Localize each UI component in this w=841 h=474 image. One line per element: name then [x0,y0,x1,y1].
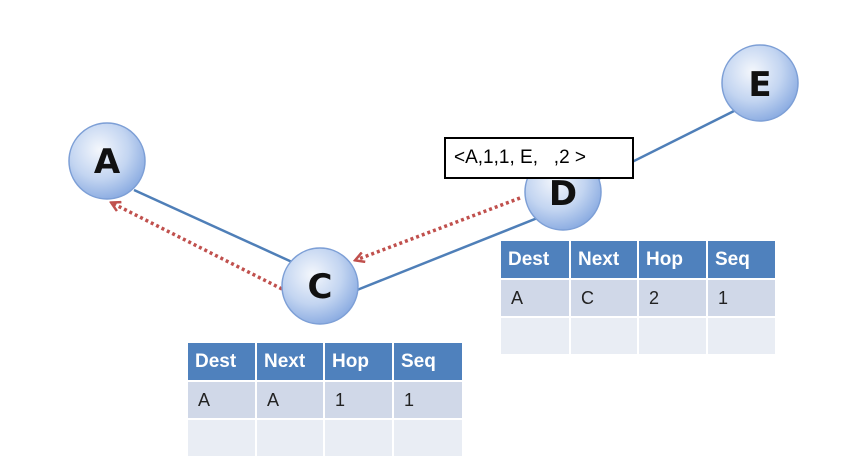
node-c-label: C [308,267,333,307]
cell-dest: A [501,278,571,317]
cell-dest [188,418,257,456]
cell-dest: A [188,380,257,419]
node-e: E [721,44,799,122]
cell-hop [324,418,394,456]
node-a-label: A [94,142,121,182]
table-row: A A 1 1 [188,380,462,419]
arrow-c-to-a [112,203,283,291]
header-hop: Hop [324,343,394,381]
routing-table-c: Dest Next Hop Seq A A 1 1 [188,343,462,456]
header-next: Next [570,241,639,279]
header-dest: Dest [188,343,257,381]
header-hop: Hop [638,241,708,279]
header-seq: Seq [393,343,462,381]
cell-dest [501,316,571,354]
table-header-row: Dest Next Hop Seq [501,241,775,279]
cell-hop: 2 [638,278,708,317]
node-e-label: E [748,65,771,105]
cell-seq: 1 [707,278,775,317]
routing-table-d: Dest Next Hop Seq A C 2 1 [501,241,775,354]
node-d-label: D [549,174,577,214]
link-a-c [133,188,293,264]
header-dest: Dest [501,241,571,279]
node-a: A [68,122,146,200]
header-next: Next [256,343,325,381]
arrow-d-to-c [356,196,521,260]
table-row: A C 2 1 [501,278,775,317]
cell-hop: 1 [324,380,394,419]
link-c-d [356,203,571,292]
table-row [501,316,775,354]
cell-hop [638,316,708,354]
header-seq: Seq [707,241,775,279]
cell-next [570,316,639,354]
cell-next [256,418,325,456]
table-header-row: Dest Next Hop Seq [188,343,462,381]
cell-seq [707,316,775,354]
cell-next: C [570,278,639,317]
table-row [188,418,462,456]
route-reply-message: <A,1,1, E, ,2 > [444,137,634,179]
node-c: C [281,247,359,325]
cell-seq [393,418,462,456]
cell-next: A [256,380,325,419]
cell-seq: 1 [393,380,462,419]
